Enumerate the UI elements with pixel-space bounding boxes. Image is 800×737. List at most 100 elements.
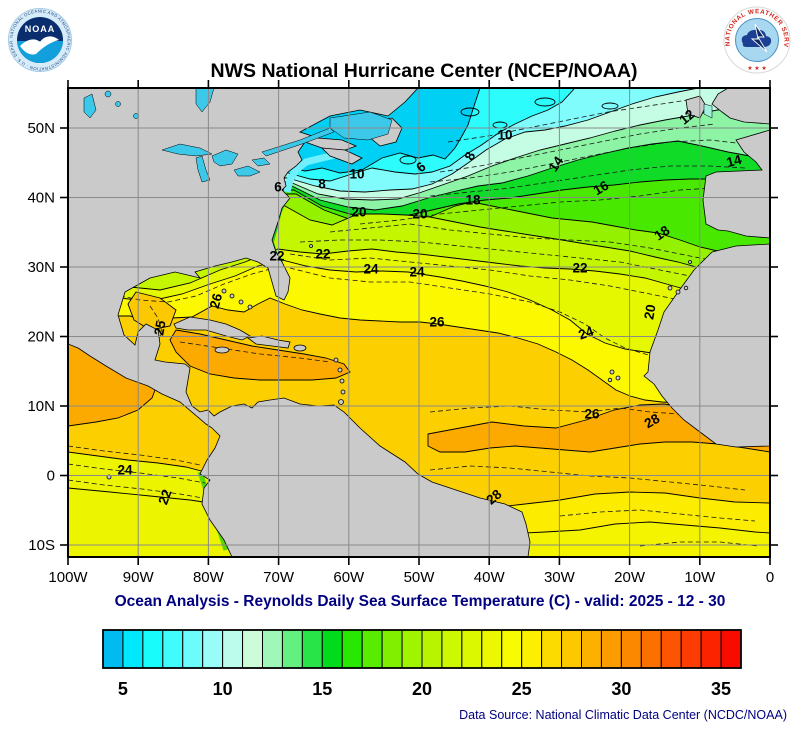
colorbar-cell [660, 629, 682, 669]
colorbar-cell [381, 629, 403, 669]
x-axis-label: 70W [263, 569, 295, 586]
colorbar-cell [720, 629, 742, 669]
y-axis-label: 50N [27, 120, 55, 137]
colorbar-tick-label: 15 [312, 679, 332, 699]
y-axis-label: 20N [27, 329, 55, 346]
noaa-logo: NATIONAL OCEANIC AND ATMOSPHERIC ADMINIS… [8, 8, 72, 72]
colorbar-cell [620, 629, 642, 669]
gulf-of-st-lawrence [329, 111, 393, 141]
colorbar-cell [262, 629, 283, 669]
irish-sea [703, 103, 713, 119]
nws-lightning-bolt [750, 23, 768, 53]
lake-superior [161, 143, 213, 157]
colorbar-cell [541, 629, 563, 669]
contour-label: 26 [207, 291, 226, 310]
x-axis-label: 100W [48, 569, 88, 586]
contour-label: 26 [584, 407, 600, 422]
y-axis-labels: 50N 40N 30N 20N 10N 0 10S [27, 120, 55, 554]
map-caption: Ocean Analysis - Reynolds Daily Sea Surf… [115, 593, 726, 610]
land-madeira [688, 260, 692, 264]
contour-label: 20 [641, 303, 658, 320]
colorbar-cell [521, 629, 543, 669]
lake-winnipeg [83, 93, 97, 119]
noaa-wordmark: NOAA [25, 24, 56, 34]
land-puerto-rico [293, 344, 307, 352]
contour-label: 22 [155, 487, 174, 506]
colorbar-tick-label: 5 [118, 679, 128, 699]
land-jamaica [214, 346, 230, 354]
land-bermuda [309, 244, 313, 248]
x-axis-label: 50W [404, 569, 436, 586]
colorbar-cell [700, 629, 722, 669]
colorbar-cell [680, 629, 702, 669]
contour-label: 20 [351, 205, 366, 220]
land-africa [643, 243, 770, 448]
noaa-seagull [20, 36, 59, 55]
contour-label: 6 [274, 180, 282, 195]
contour-label: 24 [409, 265, 425, 280]
colorbar-cell [421, 629, 443, 669]
colorbar-cell [122, 629, 144, 669]
y-axis-label: 0 [47, 468, 55, 485]
land-ireland [685, 95, 707, 119]
colorbar-cell [401, 629, 423, 669]
contour-label: 26 [429, 315, 445, 330]
lake-erie [233, 165, 261, 177]
land-europe [702, 129, 770, 239]
colorbar-cell [600, 629, 622, 669]
y-axis-label: 10S [28, 537, 55, 554]
colorbar-cell [202, 629, 224, 669]
contour-label: 20 [412, 207, 427, 222]
x-axis-label: 0 [766, 569, 774, 586]
colorbar-cell [561, 629, 582, 669]
map-canvas: 100W 90W 80W 70W 60W 50W 40W 30W 20W 10W 0 50N 40N 3… [27, 80, 778, 586]
colorbar-cell [301, 629, 323, 669]
contour-label: 10 [349, 167, 364, 182]
land-nova-scotia [320, 147, 363, 165]
inland-water [83, 88, 713, 183]
contour-label: 24 [363, 262, 379, 277]
colorbar-cell [441, 629, 463, 669]
nws-ring-stars: ★ ★ ★ [747, 65, 766, 72]
lake-huron [211, 149, 239, 167]
x-axis-labels: 100W 90W 80W 70W 60W 50W 40W 30W 20W 10W 0 [48, 569, 774, 586]
colorbar-cell [182, 629, 204, 669]
colorbar-cell [162, 629, 184, 669]
colorbar-cell [142, 629, 164, 669]
contour-label: 22 [315, 247, 330, 262]
sst-warm-pool-caribbean [169, 329, 351, 381]
shelf-cold-strip [283, 150, 341, 193]
colorbar-cell [222, 629, 244, 669]
land-north-south-america [68, 88, 531, 557]
x-axis-label: 10W [684, 569, 716, 586]
y-axis-label: 30N [27, 259, 55, 276]
x-axis-label: 20W [614, 569, 646, 586]
colorbar-cell [640, 629, 662, 669]
land-great-britain [711, 88, 770, 125]
x-axis-label: 60W [333, 569, 365, 586]
contour-label: 14 [725, 152, 744, 171]
contour-label: 24 [576, 323, 596, 342]
colorbar-tick-labels: 5 10 15 20 25 30 35 [118, 679, 731, 699]
graticule [68, 88, 770, 557]
colorbar-tick-label: 20 [412, 679, 432, 699]
colorbar-tick-label: 35 [711, 679, 731, 699]
y-axis-label: 10N [27, 398, 55, 415]
colorbar-cell [242, 629, 263, 669]
colorbar-cell [102, 629, 124, 669]
st-lawrence-river [261, 127, 335, 157]
colorbar-cell [501, 629, 523, 669]
land-cuba [173, 316, 251, 341]
nws-cloud [741, 29, 772, 47]
colorbar-cell [281, 629, 303, 669]
colorbar-tick-label: 30 [611, 679, 631, 699]
colorbar-frame [102, 629, 742, 669]
axis-ticks [60, 80, 778, 565]
contour-label: 25 [151, 319, 168, 337]
contour-label: 22 [572, 261, 587, 276]
page-title: NWS National Hurricane Center (NCEP/NOAA… [211, 60, 638, 82]
colorbar-tick-label: 25 [512, 679, 532, 699]
contour-label: 18 [465, 193, 481, 208]
contour-label: 28 [642, 411, 663, 432]
contour-label: 8 [318, 177, 326, 192]
